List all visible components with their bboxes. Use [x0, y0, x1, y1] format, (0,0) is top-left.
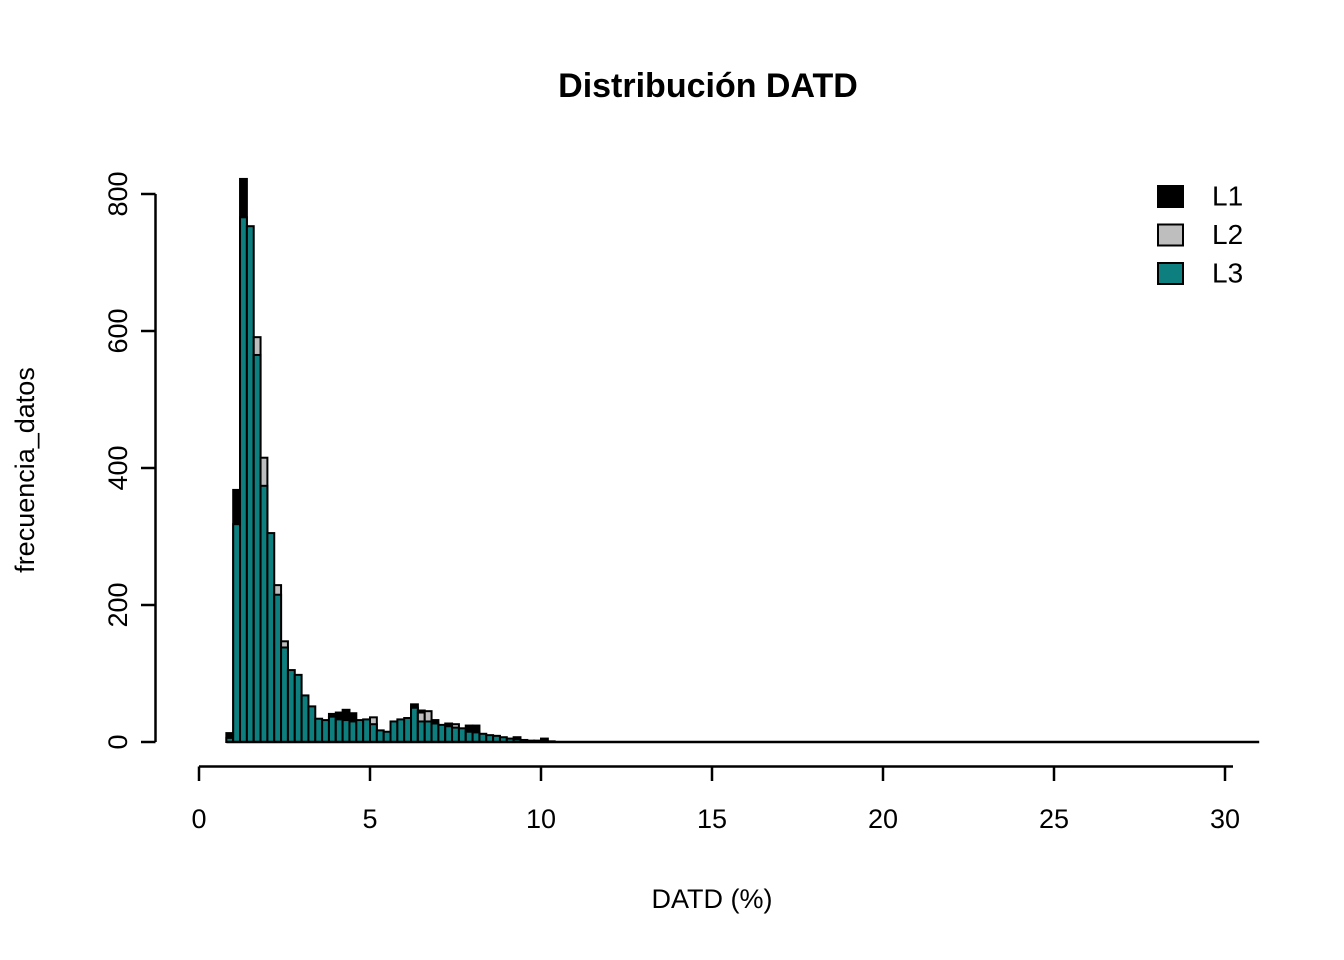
legend-swatch-l2 [1157, 223, 1184, 247]
y-tick-label: 0 [103, 734, 133, 749]
x-tick-label: 30 [1210, 804, 1240, 834]
x-tick-label: 15 [697, 804, 727, 834]
histogram-bar-L3 [266, 532, 276, 744]
plot-title: Distribución DATD [558, 67, 858, 105]
histogram-bar-L3 [464, 730, 474, 744]
histogram-bar-L3 [451, 726, 460, 744]
histogram-bar-L3 [348, 720, 358, 744]
x-axis: 0 5 10 15 20 25 30 [191, 765, 1240, 834]
y-tick-label: 600 [103, 308, 133, 353]
histogram-bar-L3 [362, 718, 372, 744]
x-tick-label: 5 [362, 804, 377, 834]
y-tick-label: 800 [103, 171, 133, 216]
x-tick-label: 25 [1039, 804, 1069, 834]
histogram-bars [225, 177, 1260, 744]
histogram-bar-L3 [375, 729, 385, 744]
histogram-bar-L3 [321, 719, 330, 744]
histogram-bar-L3 [471, 731, 481, 743]
histogram-bar-L3 [327, 715, 337, 744]
histogram-bar-L3 [457, 727, 467, 743]
x-tick-label: 20 [868, 804, 898, 834]
histogram-bar-L3 [423, 720, 433, 744]
legend-swatch-l1 [1157, 185, 1184, 208]
histogram-bar-L3 [239, 216, 248, 744]
histogram-bar-L3 [307, 705, 317, 744]
histogram-bar-L3 [369, 723, 378, 744]
legend: L1 L2 L3 [1157, 181, 1243, 289]
histogram-bar-L3 [396, 718, 406, 744]
y-axis-label: frecuencia_datos [10, 367, 40, 573]
histogram-bar-L3 [444, 725, 454, 744]
legend-label-l1: L1 [1212, 181, 1243, 212]
histogram-bar-L3 [273, 593, 283, 744]
histogram-bar-L3 [403, 717, 413, 744]
histogram-bar-L3 [300, 694, 310, 743]
y-tick-label: 400 [103, 445, 133, 490]
histogram-bar-L3 [232, 523, 242, 743]
legend-swatch-l3 [1157, 262, 1184, 285]
x-tick-label: 0 [191, 804, 206, 834]
histogram-bar-L3 [430, 722, 440, 743]
histogram-bar-L3 [382, 730, 392, 744]
histogram-bar-L3 [245, 225, 255, 743]
histogram-bar-L3 [286, 669, 296, 744]
histogram-bar-L3 [389, 720, 399, 744]
histogram-bar-L3 [410, 706, 419, 743]
histogram-bar-L3 [341, 719, 351, 744]
histogram-bar-L3 [252, 353, 262, 743]
y-axis: 0 200 400 600 800 [103, 171, 157, 750]
histogram-bar-L3 [355, 719, 365, 744]
legend-label-l2: L2 [1212, 219, 1243, 250]
legend-label-l3: L3 [1212, 258, 1243, 289]
x-axis-label: DATD (%) [652, 884, 773, 914]
histogram-bar-L3 [259, 484, 269, 743]
histogram-bar-L3 [314, 717, 324, 744]
histogram-bar-L3 [437, 723, 447, 744]
histogram-bar-L3 [416, 720, 426, 744]
x-tick-label: 10 [526, 804, 556, 834]
histogram-bar-L3 [293, 673, 303, 743]
y-tick-label: 200 [103, 582, 133, 627]
histogram-bar-L3 [280, 646, 289, 743]
histogram-bar-L3 [334, 718, 344, 744]
